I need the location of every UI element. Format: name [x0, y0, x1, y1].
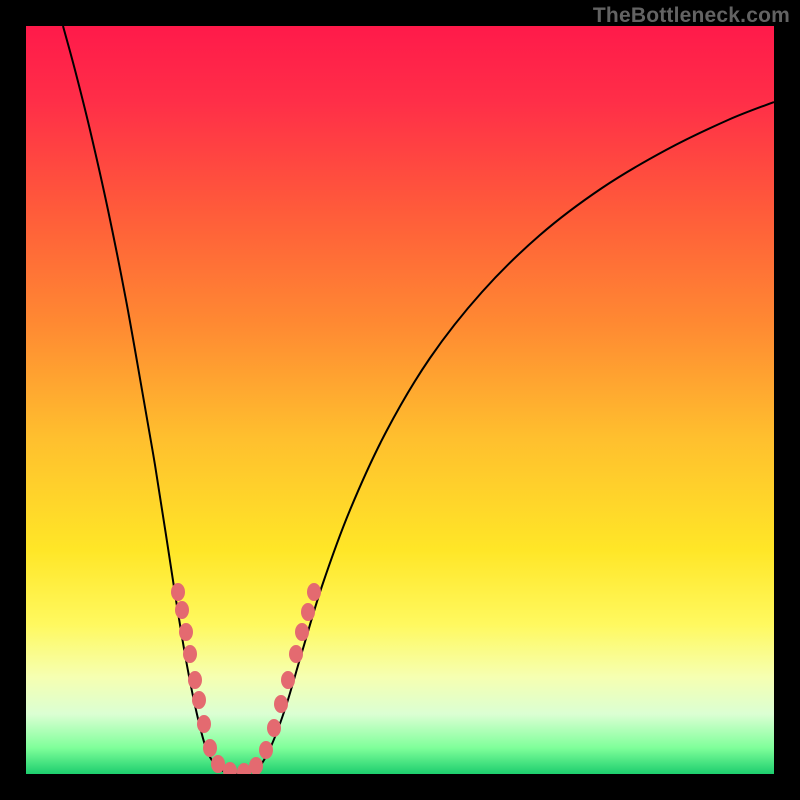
curve-marker	[197, 715, 211, 733]
curve-marker	[295, 623, 309, 641]
gradient-panel	[26, 26, 774, 774]
curve-marker	[203, 739, 217, 757]
curve-marker	[307, 583, 321, 601]
curve-marker	[259, 741, 273, 759]
curve-marker	[274, 695, 288, 713]
bottleneck-chart	[0, 0, 800, 800]
curve-marker	[267, 719, 281, 737]
chart-root: { "meta": { "watermark": "TheBottleneck.…	[0, 0, 800, 800]
curve-marker	[289, 645, 303, 663]
curve-marker	[188, 671, 202, 689]
curve-marker	[183, 645, 197, 663]
curve-marker	[175, 601, 189, 619]
curve-marker	[301, 603, 315, 621]
curve-marker	[249, 757, 263, 775]
curve-marker	[179, 623, 193, 641]
curve-marker	[211, 755, 225, 773]
curve-marker	[171, 583, 185, 601]
curve-marker	[281, 671, 295, 689]
watermark-text: TheBottleneck.com	[593, 4, 790, 28]
curve-marker	[192, 691, 206, 709]
